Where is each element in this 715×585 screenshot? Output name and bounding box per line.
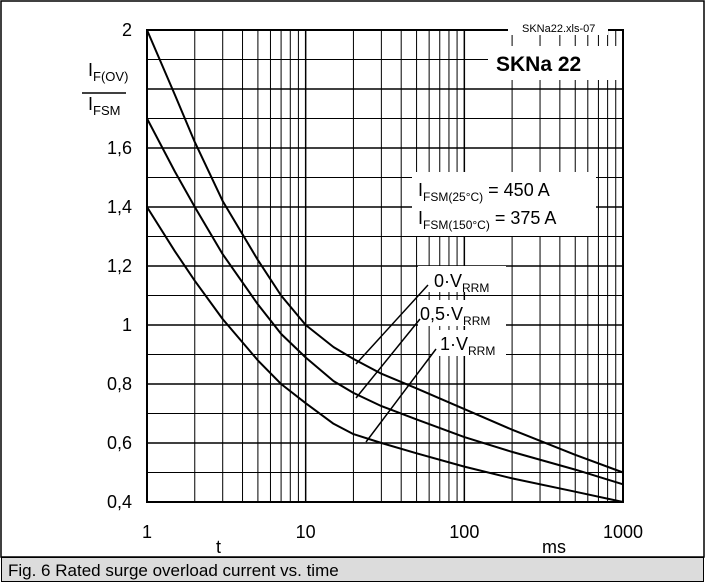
series-line-0 (146, 29, 624, 474)
series-label-0v: 0·VRRM (434, 271, 489, 295)
file-ref: SKNa22.xls-07 (522, 23, 595, 35)
plot-border (146, 29, 624, 503)
file-ref-bg (508, 22, 608, 35)
caption-bar: Fig. 6 Rated surge overload current vs. … (1, 557, 704, 582)
x-tick-labels: 1 10 100 1000 (142, 522, 643, 542)
series-label-05v: 0,5·VRRM (420, 304, 490, 328)
annotation-ifsm-25: IFSM(25°C) = 450 A (418, 180, 550, 204)
leader-line-05v (355, 318, 421, 399)
annotation-box (412, 172, 596, 236)
series-label-box-2 (418, 300, 506, 326)
y-tick-label: 1 (122, 315, 132, 335)
series-label-1v: 1·VRRM (440, 334, 495, 358)
y-tick-label: 1,2 (107, 256, 132, 276)
figure-caption: Fig. 6 Rated surge overload current vs. … (8, 561, 339, 580)
x-tick-label: 1 (142, 522, 152, 542)
x-tick-label: 1000 (603, 522, 643, 542)
y-tick-label: 0,4 (107, 492, 132, 512)
x-axis-unit: ms (542, 537, 566, 557)
chart-title: SKNa 22 (496, 53, 581, 76)
series-line-2 (146, 206, 624, 503)
y-label-numerator: IF(OV) (88, 60, 128, 84)
x-tick-label: 100 (449, 522, 479, 542)
leader-line-1v (365, 348, 437, 443)
y-tick-label: 0,8 (107, 374, 132, 394)
series-line-1 (146, 118, 624, 486)
series-label-box-3 (432, 330, 506, 356)
grid (147, 30, 623, 502)
x-tick-label: 10 (296, 522, 316, 542)
y-tick-label: 1,4 (107, 197, 132, 217)
y-tick-labels: 0,4 0,6 0,8 1 1,2 1,4 1,6 2 (107, 20, 132, 512)
x-axis-label: t (216, 537, 221, 557)
y-tick-label: 1,6 (107, 138, 132, 158)
y-tick-label: 0,6 (107, 433, 132, 453)
series-group (146, 29, 624, 503)
y-tick-label: 2 (122, 20, 132, 40)
leader-line-0v (355, 284, 429, 365)
series-label-box-1 (418, 266, 506, 292)
annotation-ifsm-150: IFSM(150°C) = 375 A (418, 208, 556, 232)
title-box (488, 46, 622, 80)
y-label-denominator: IFSM (88, 94, 120, 118)
